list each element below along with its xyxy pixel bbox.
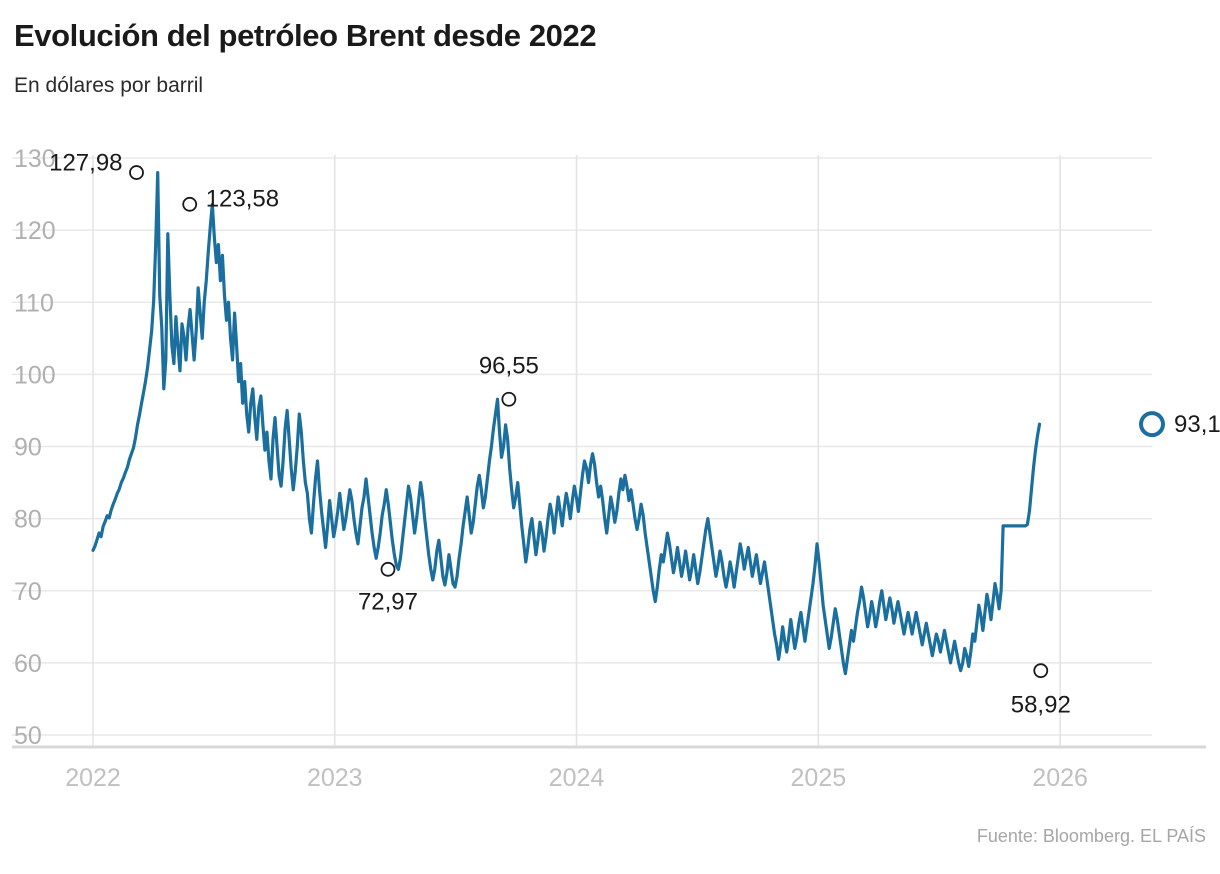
annotations-group: 127,98 123,58 96,55 72,97 58,92 93,1: [49, 150, 1220, 719]
brent-price-line: [91, 170, 1042, 676]
x-axis-tick-label: 2023: [307, 764, 363, 792]
datapoint-marker: [182, 196, 198, 212]
chart-title: Evolución del petróleo Brent desde 2022: [14, 18, 597, 53]
datapoint-marker: [129, 165, 144, 180]
datapoint-value-label: 96,55: [479, 352, 539, 379]
x-axis-tick-label: 2025: [791, 764, 847, 792]
endpoint-marker: [1139, 411, 1165, 438]
x-axis-tick-label: 2026: [1032, 764, 1088, 792]
datapoint-value-label: 127,98: [49, 150, 122, 177]
datapoint-value-label: 58,92: [1011, 692, 1071, 719]
y-axis-tick-label: 70: [14, 578, 42, 606]
y-axis-tick-label: 110: [14, 289, 54, 317]
datapoint-value-label: 93,1: [1174, 411, 1220, 438]
y-axis-tick-label: 50: [14, 722, 42, 750]
y-axis-tick-label: 120: [14, 217, 56, 245]
vertical-gridlines-group: [92, 155, 1061, 746]
x-axis-tick-labels: 2022 2023 2024 2025 2026: [65, 764, 1088, 792]
x-axis-tick-label: 2022: [65, 764, 121, 792]
chart-subtitle: En dólares por barril: [14, 74, 204, 97]
y-axis-tick-label: 130: [14, 145, 56, 173]
y-axis-tick-labels: 50 60 70 80 90 100 110 120 130: [14, 145, 56, 750]
datapoint-value-label: 123,58: [206, 185, 279, 212]
y-axis-tick-label: 60: [14, 650, 42, 678]
datapoint-marker: [501, 391, 517, 407]
datapoint-marker: [380, 561, 396, 577]
gridlines-group: [12, 157, 1152, 736]
datapoint-value-label: 72,97: [358, 588, 418, 615]
y-axis-tick-label: 90: [14, 434, 42, 462]
series-line-brent: [91, 170, 1042, 676]
y-axis-tick-label: 100: [14, 361, 56, 389]
x-axis-tick-label: 2024: [549, 764, 605, 792]
datapoint-marker: [1033, 663, 1049, 679]
y-axis-tick-label: 80: [14, 506, 42, 534]
chart-source-note: Fuente: Bloomberg. EL PAÍS: [976, 826, 1206, 846]
